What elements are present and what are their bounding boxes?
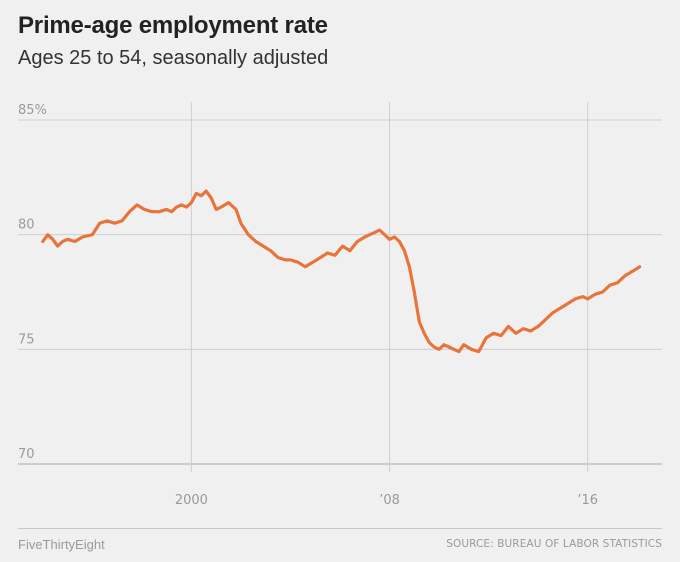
tick-label-layer: 85% 80 75 70 2000 ’08 ’16 [18, 103, 598, 508]
x-tick-label: 2000 [175, 493, 208, 508]
x-tick-label: ’08 [379, 493, 400, 508]
series-layer [41, 189, 642, 354]
brand-label: FiveThirtyEight [18, 537, 105, 552]
y-tick-label: 70 [18, 447, 35, 462]
line-chart: 85% 80 75 70 2000 ’08 ’16 [18, 102, 662, 508]
source-label: SOURCE: BUREAU OF LABOR STATISTICS [446, 538, 662, 550]
x-tick-label: ’16 [577, 493, 598, 508]
footer-divider [18, 528, 662, 529]
y-tick-label: 85% [18, 103, 47, 118]
y-tick-label: 80 [18, 218, 35, 233]
grid-layer [18, 102, 662, 472]
y-tick-label: 75 [18, 332, 35, 347]
chart-subtitle: Ages 25 to 54, seasonally adjusted [18, 47, 329, 69]
employment-rate-line [41, 189, 642, 354]
chart-title: Prime-age employment rate [18, 12, 328, 39]
